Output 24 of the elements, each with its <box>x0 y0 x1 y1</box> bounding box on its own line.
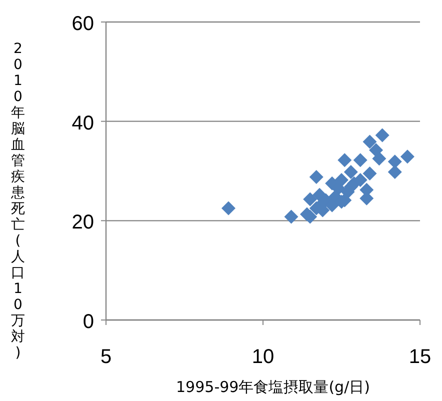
point <box>400 150 414 164</box>
point <box>372 152 386 166</box>
point <box>362 166 377 180</box>
point <box>334 172 348 187</box>
point <box>362 134 377 149</box>
y-tick-label: 0 <box>82 311 94 333</box>
point <box>284 210 298 224</box>
x-tick-label: 5 <box>100 346 112 368</box>
x-axis-title: 1995-99年食塩摂取量(g/日) <box>176 378 370 396</box>
point <box>353 153 368 168</box>
x-tick-label: 10 <box>252 346 274 368</box>
point <box>221 201 236 216</box>
x-tick-label: 15 <box>408 346 432 368</box>
point <box>303 192 318 206</box>
y-axis-title: 2010年脳血管疾患死亡(人口10万対) <box>11 41 25 361</box>
y-tick-label: 40 <box>72 112 94 134</box>
point <box>309 170 324 184</box>
point <box>375 128 390 142</box>
point <box>338 153 352 168</box>
point <box>344 164 358 179</box>
point <box>388 154 402 169</box>
point <box>388 164 402 179</box>
y-tick-label: 60 <box>72 13 94 35</box>
y-tick-label: 20 <box>72 212 94 234</box>
